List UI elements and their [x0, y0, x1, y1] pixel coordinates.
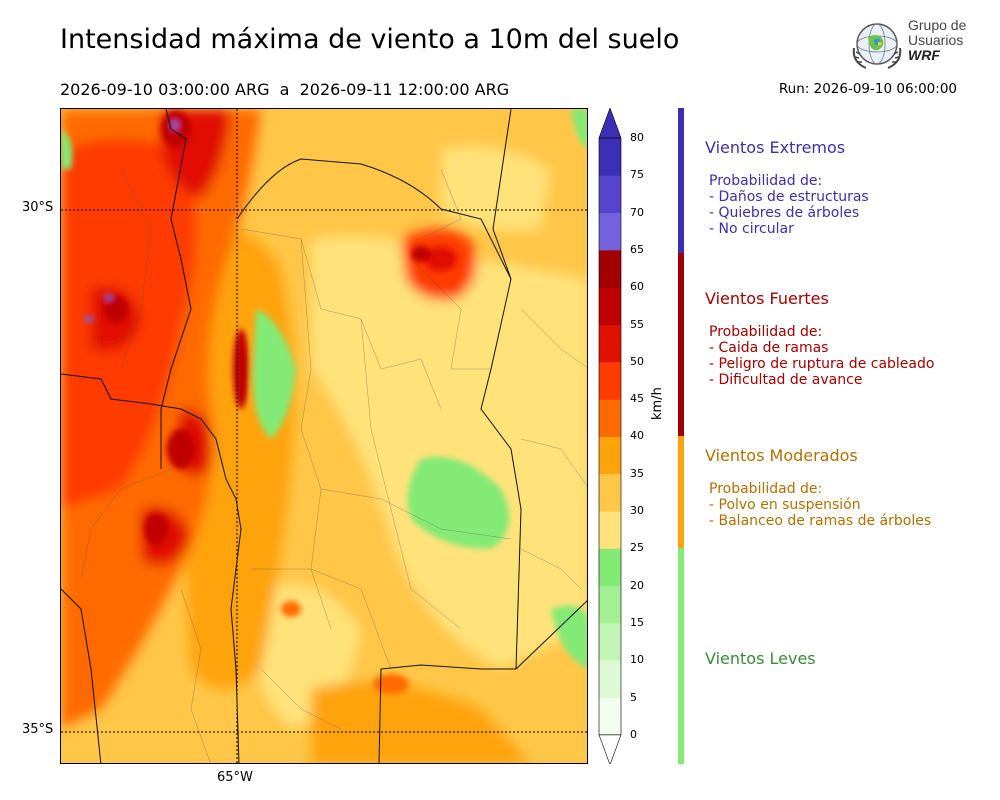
colorbar-segment [599, 622, 621, 661]
colorbar-segment [599, 287, 621, 325]
category-desc: Probabilidad de: - Daños de estructuras … [709, 173, 869, 237]
colorbar-segment [599, 660, 621, 698]
province-borders [61, 109, 587, 763]
category-desc: Probabilidad de: - Polvo en suspensión -… [709, 481, 931, 529]
colorbar [598, 107, 628, 768]
colorbar-tick-label: 0 [630, 727, 637, 741]
category-title: Vientos Extremos [705, 138, 846, 157]
colorbar-tick-label: 30 [630, 504, 644, 517]
colorbar-tick-label: 70 [630, 205, 644, 219]
category-title: Vientos Moderados [705, 446, 858, 465]
colorbar-tick-label: 15 [630, 615, 644, 629]
desc-line: - Polvo en suspensión [709, 497, 861, 513]
colorbar-segment [599, 511, 621, 549]
colorbar-segment [599, 249, 621, 288]
wind-intensity-map [60, 108, 588, 764]
colorbar-tick-label: 60 [630, 280, 644, 294]
category-title: Vientos Leves [705, 649, 816, 668]
colorbar-tick-label: 55 [630, 317, 644, 331]
colorbar-tick-label: 40 [630, 429, 644, 443]
category-leves: Vientos Leves [705, 649, 816, 668]
category-title: Vientos Fuertes [705, 289, 829, 308]
colorbar-svg [598, 107, 622, 766]
colorbar-segment [599, 548, 621, 587]
colorbar-tick-label: 10 [630, 653, 644, 667]
logo-line-2: Usuarios [908, 32, 964, 48]
desc-line: - Daños de estructuras [709, 189, 869, 205]
colorbar-segment [599, 138, 621, 176]
wrf-logo: Grupo de Usuarios WRF [848, 18, 968, 74]
lat-label-30s: 30°S [22, 200, 54, 215]
colorbar-tick-label: 5 [630, 690, 637, 704]
wind-maxima [61, 109, 587, 694]
colorbar-segment [599, 473, 621, 512]
lon-label-65w: 65°W [217, 770, 253, 785]
bar-moderados [678, 436, 684, 548]
colorbar-extend-bottom [598, 734, 622, 766]
category-desc: Probabilidad de: - Caida de ramas - Peli… [709, 324, 934, 388]
logo-text: Grupo de Usuarios WRF [908, 18, 966, 63]
colorbar-segment [599, 361, 621, 400]
colorbar-outline [598, 137, 622, 736]
colorbar-tick-label: 80 [630, 131, 644, 144]
desc-line: - Quiebres de árboles [709, 205, 860, 221]
bar-leves [678, 548, 684, 764]
map-title: Intensidad máxima de viento a 10m del su… [60, 24, 680, 55]
colorbar-segment [599, 324, 621, 363]
logo-line-1: Grupo de [908, 17, 967, 33]
desc-line: - Peligro de ruptura de cableado [709, 356, 935, 372]
desc-line: - Caida de ramas [709, 340, 829, 356]
category-fuertes: Vientos Fuertes Probabilidad de: - Caida… [705, 289, 934, 388]
colorbar-segment [599, 697, 621, 736]
colorbar-extend-top [598, 107, 622, 139]
colorbar-tick-label: 25 [630, 541, 644, 555]
bar-fuertes [678, 253, 684, 436]
bar-extremos [678, 108, 684, 253]
colorbar-tick-label: 35 [630, 466, 644, 480]
colorbar-tick-label: 20 [630, 578, 644, 592]
logo-line-3: WRF [908, 47, 940, 63]
colorbar-segment [599, 175, 621, 214]
desc-line: - No circular [709, 221, 794, 237]
category-moderados: Vientos Moderados Probabilidad de: - Pol… [705, 446, 931, 529]
wind-field-svg [61, 109, 587, 763]
department-borders [80, 168, 587, 763]
forecast-period: 2026-09-10 03:00:00 ARG a 2026-09-11 12:… [60, 80, 510, 99]
desc-line: Probabilidad de: [709, 324, 823, 340]
run-time: Run: 2026-09-10 06:00:00 [778, 81, 957, 97]
colorbar-tick-label: 50 [630, 354, 644, 368]
colorbar-tick-label: 45 [630, 392, 644, 406]
category-extremos: Vientos Extremos Probabilidad de: - Daño… [705, 138, 869, 237]
colorbar-segment [599, 399, 621, 437]
globe-logo-icon [852, 23, 902, 69]
colorbar-tick-label: 75 [630, 168, 644, 182]
colorbar-tick-label: 65 [630, 242, 644, 256]
desc-line: Probabilidad de: [709, 481, 823, 497]
colorbar-segment [599, 436, 621, 475]
desc-line: Probabilidad de: [709, 173, 823, 189]
lat-label-35s: 35°S [22, 722, 54, 737]
colorbar-segment [599, 212, 621, 251]
desc-line: - Balanceo de ramas de árboles [709, 513, 932, 529]
desc-line: - Dificultad de avance [709, 372, 863, 388]
colorbar-segment [599, 585, 621, 624]
colorbar-unit: km/h [650, 387, 665, 420]
